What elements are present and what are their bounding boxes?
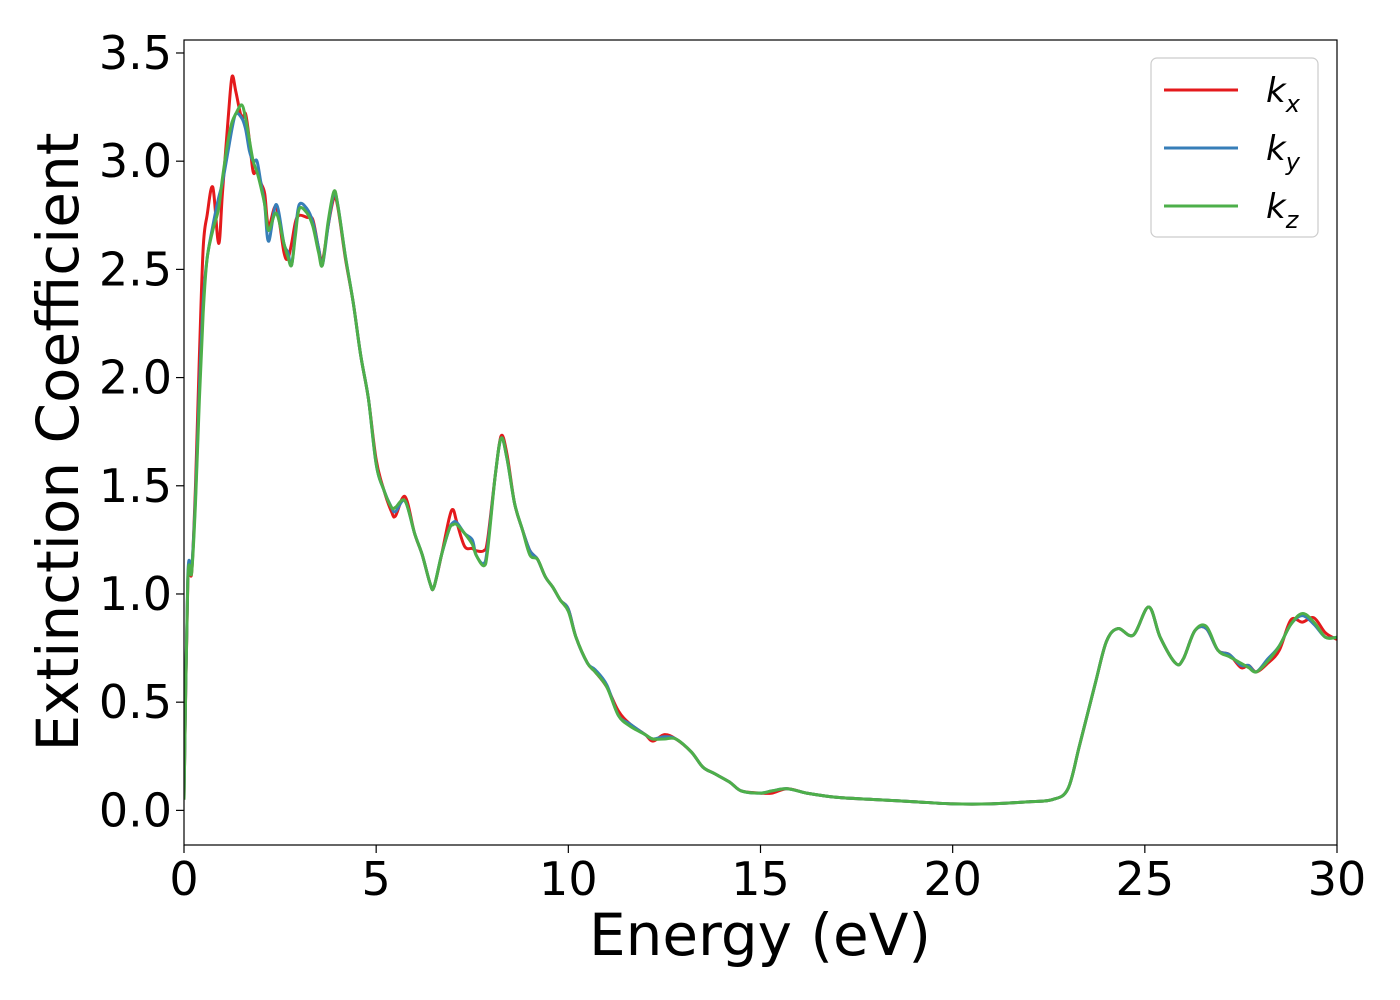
legend-label-z: kz [1266,187,1300,234]
x-tick-label: 25 [1116,852,1175,906]
series-line-z [184,103,1337,806]
legend-label-main: k [1266,129,1287,169]
x-tick-label: 20 [923,852,982,906]
y-tick-label: 2.0 [99,351,172,405]
x-axis: 0 5 10 15 20 25 30 [169,845,1366,906]
x-axis-title: Energy (eV) [589,901,931,969]
x-tick-label: 15 [731,852,790,906]
y-tick-label: 1.5 [99,459,172,513]
y-axis: 0.0 0.5 1.0 1.5 2.0 2.5 3.0 3.5 [99,26,184,837]
series-layer [184,74,1337,806]
y-tick-label: 1.0 [99,567,172,621]
legend-label-sub: x [1285,90,1301,118]
legend-label-y: ky [1266,129,1301,176]
x-tick-label: 0 [169,852,198,906]
x-tick-label: 30 [1308,852,1367,906]
legend-label-main: k [1266,71,1287,111]
y-tick-label: 0.5 [99,675,172,729]
legend-label-sub: y [1285,148,1301,176]
x-tick-label: 10 [539,852,598,906]
y-axis-title: Extinction Coefficient [24,133,92,752]
y-tick-label: 3.5 [99,26,172,80]
legend-label-sub: z [1285,206,1300,234]
y-tick-label: 0.0 [99,783,172,837]
legend-label-x: kx [1266,71,1301,118]
y-tick-label: 3.0 [99,134,172,188]
x-tick-label: 5 [362,852,391,906]
legend-label-main: k [1266,187,1287,227]
y-tick-label: 2.5 [99,242,172,296]
